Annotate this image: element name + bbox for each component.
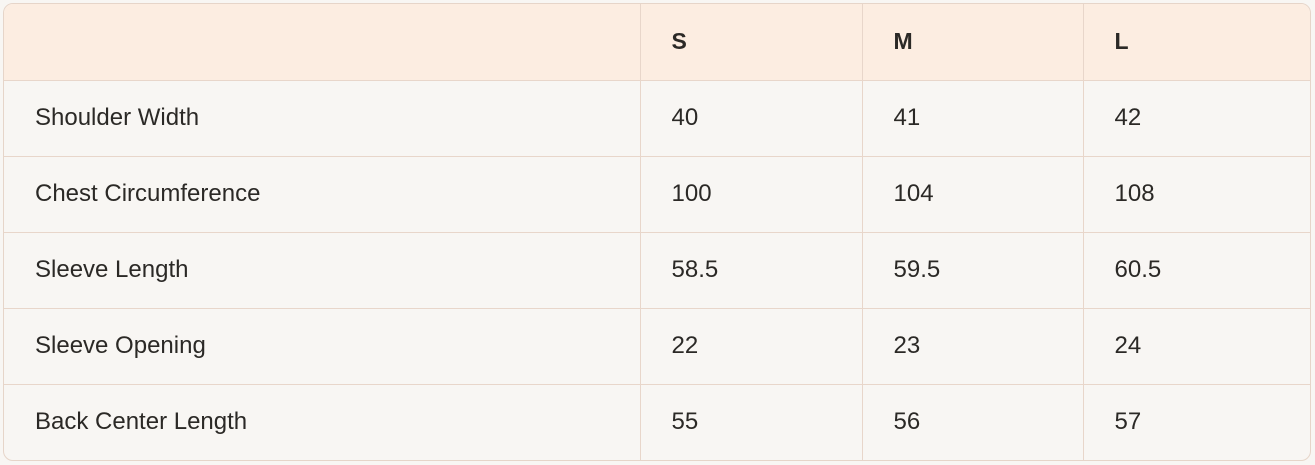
- size-value-s: 55: [640, 384, 863, 460]
- size-value-l: 57: [1114, 408, 1142, 436]
- table-row: Back Center Length 55 56 57: [4, 384, 1310, 460]
- header-size-m: M: [862, 4, 1084, 81]
- size-value-m: 41: [862, 80, 1084, 157]
- size-value-m: 59.5: [862, 232, 1084, 309]
- table-row: Sleeve Opening 22 23 24: [4, 308, 1310, 385]
- row-label: Back Center Length: [4, 384, 641, 460]
- header-measurement: [4, 4, 641, 81]
- row-label: Sleeve Opening: [4, 308, 641, 385]
- header-size-l: L: [1083, 4, 1310, 81]
- size-value-l: 60.5: [1083, 232, 1310, 309]
- row-label: Shoulder Width: [4, 80, 641, 157]
- size-value-m: 104: [862, 156, 1084, 233]
- size-value-m: 56: [862, 384, 1084, 460]
- row-label: Sleeve Length: [4, 232, 641, 309]
- header-size-s: S: [640, 4, 863, 81]
- header-row: S M L: [4, 4, 1310, 81]
- table-row: Chest Circumference 100 104 108: [4, 156, 1310, 233]
- size-value-l: 42: [1083, 80, 1310, 157]
- size-chart-table-container: S M L Shoulder Width 40 41 42 Chest Circumfe…: [3, 3, 1311, 461]
- size-value-l: 108: [1083, 156, 1310, 233]
- size-value-s: 22: [640, 308, 863, 385]
- size-value-l: 24: [1083, 308, 1310, 385]
- size-value-s: 40: [640, 80, 863, 157]
- size-value-s: 100: [640, 156, 863, 233]
- table-row: Sleeve Length 58.5 59.5 60.5: [4, 232, 1310, 309]
- table-row: Shoulder Width 40 41 42: [4, 80, 1310, 157]
- row-label: Chest Circumference: [4, 156, 641, 233]
- size-value-s: 58.5: [640, 232, 863, 309]
- size-value-m: 23: [862, 308, 1084, 385]
- size-chart-table: S M L Shoulder Width 40 41 42 Chest Circumfe…: [4, 4, 1310, 460]
